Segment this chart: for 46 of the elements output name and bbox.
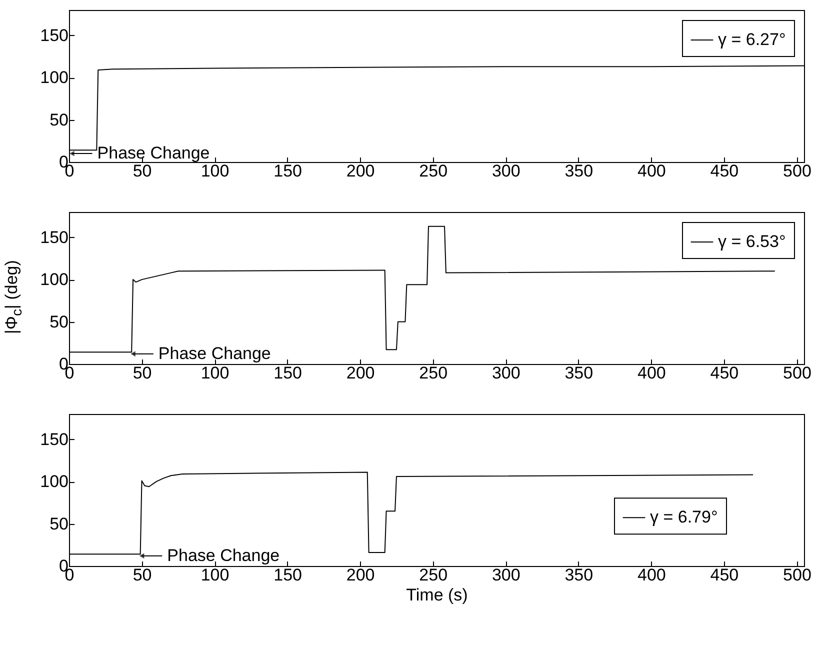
y-tick-label: 150 xyxy=(40,26,68,45)
x-tick-label: 350 xyxy=(564,364,594,382)
x-tick-label: 250 xyxy=(419,364,448,382)
x-tick-label: 400 xyxy=(637,364,666,382)
y-tick-label: 100 xyxy=(40,472,68,492)
x-tick-label: 200 xyxy=(346,162,375,180)
y-tick-label: 150 xyxy=(40,430,68,449)
x-tick-label: 250 xyxy=(419,566,448,584)
x-tick-label: 500 xyxy=(783,162,812,180)
legend-label: γ = 6.53° xyxy=(718,232,786,251)
x-tick-label: 50 xyxy=(132,162,152,180)
y-tick-label: 100 xyxy=(40,68,68,88)
x-tick-label: 100 xyxy=(200,566,230,584)
x-axis-title: Time (s) xyxy=(406,586,468,604)
y-tick-label: 100 xyxy=(40,270,68,290)
x-tick-label: 300 xyxy=(492,364,520,382)
x-tick-label: 400 xyxy=(637,162,666,180)
x-tick-label: 350 xyxy=(564,566,594,584)
x-tick-label: 500 xyxy=(783,364,812,382)
legend-label: γ = 6.27° xyxy=(718,30,786,49)
x-tick-label: 250 xyxy=(419,162,448,180)
annotation: Phase Change xyxy=(158,344,271,363)
y-tick-label: 50 xyxy=(50,312,68,332)
x-tick-label: 200 xyxy=(346,364,375,382)
x-tick-label: 200 xyxy=(346,566,375,584)
x-tick-label: 100 xyxy=(200,364,230,382)
x-tick-label: 50 xyxy=(132,566,152,584)
x-tick-label: 100 xyxy=(200,162,230,180)
x-tick-label: 350 xyxy=(564,162,594,180)
x-tick-label: 150 xyxy=(274,364,302,382)
x-tick-label: 500 xyxy=(783,566,812,584)
x-tick-label: 300 xyxy=(492,162,520,180)
legend-label: γ = 6.79° xyxy=(650,508,718,527)
x-tick-label: 300 xyxy=(492,566,520,584)
x-tick-label: 450 xyxy=(710,566,739,584)
y-tick-label: 50 xyxy=(50,514,68,534)
x-tick-label: 150 xyxy=(274,162,302,180)
annotation: Phase Change xyxy=(97,144,210,163)
x-tick-label: 450 xyxy=(710,364,739,382)
x-tick-label: 150 xyxy=(274,566,302,584)
x-tick-label: 450 xyxy=(710,162,739,180)
x-tick-label: 400 xyxy=(637,566,666,584)
x-tick-label: 50 xyxy=(132,364,152,382)
y-tick-label: 150 xyxy=(40,228,68,247)
annotation: Phase Change xyxy=(167,546,280,565)
y-tick-label: 50 xyxy=(50,110,68,130)
